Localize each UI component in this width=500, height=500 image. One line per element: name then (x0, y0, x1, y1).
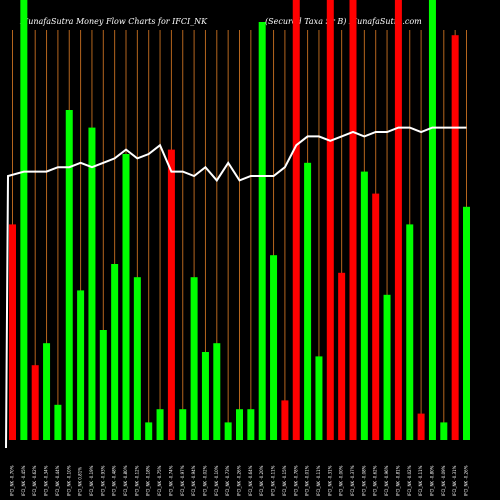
x-axis-label: IFCI_NK -0.20% (259, 465, 264, 496)
x-axis-label: IFCI_NK -0.48% (112, 465, 117, 496)
bar (213, 343, 221, 440)
bar (247, 409, 255, 440)
x-axis-label: IFCI_NK -0.80% (429, 465, 434, 496)
x-axis-label: IFCI_NK -0.02% (202, 465, 207, 496)
x-axis-label: IFCI_NK -0.80% (123, 465, 128, 496)
x-axis-label: IFCI_NK -0.44% (55, 465, 60, 496)
bar (292, 0, 300, 440)
x-axis-label: IFCI_NK -0.26% (464, 465, 469, 496)
bar (54, 404, 62, 440)
money-flow-line (5, 126, 467, 449)
bar (43, 343, 51, 440)
x-axis-label: IFCI_NK -0.15% (282, 465, 287, 496)
bar (428, 0, 436, 440)
x-axis-label: IFCI_NK -0.10% (66, 465, 71, 496)
x-axis-label: IFCI_NK -0.31% (452, 465, 457, 496)
bars (9, 0, 470, 441)
x-axis-label: IFCI_NK -0.78% (293, 465, 298, 496)
bar (77, 290, 85, 440)
x-axis-label: IFCI_NK -0.94% (191, 465, 196, 496)
bar (440, 422, 448, 440)
x-axis-label: IFCI_NK -0.45% (21, 465, 26, 496)
bar (122, 154, 130, 440)
bar (190, 277, 198, 440)
bar (304, 162, 312, 441)
x-axis-label: IFCI_NK -0.75% (157, 465, 162, 496)
bar (258, 22, 266, 440)
bar (383, 294, 391, 440)
x-axis-label: IFCI_NK -0.70% (10, 465, 15, 496)
x-axis-label: IFCI_NK -0.81% (395, 465, 400, 496)
x-axis-label: IFCI_NK -0.96% (384, 465, 389, 496)
x-axis-label: IFCI_NK -0.64% (248, 465, 253, 496)
x-axis-label: IFCI_NK -0.00% (339, 465, 344, 496)
bar (20, 0, 28, 440)
bar (145, 422, 153, 440)
bar (394, 0, 402, 440)
chart-title: MunafaSutra Money Flow Charts for IFCI_N… (19, 17, 208, 26)
bar (463, 206, 470, 440)
bar (236, 409, 243, 440)
x-axis-label: IFCI_NK -0.02% (407, 465, 412, 496)
bar (417, 413, 425, 440)
bar (31, 365, 39, 440)
x-axis-label: IFCI_NK -0.08% (361, 465, 366, 496)
bar (167, 149, 175, 440)
chart-subtitle: (Secured Taxa Sr B) MunafaSutra.com (265, 17, 422, 26)
bar (156, 409, 164, 440)
x-axis-label: IFCI_NK 0.81% (78, 467, 83, 496)
bar (406, 224, 414, 440)
x-axis-label: IFCI_NK -0.62% (373, 465, 378, 496)
x-axis-label: IFCI_NK -0.19% (89, 465, 94, 496)
bar (372, 193, 380, 440)
bar (88, 127, 96, 440)
x-axis-label: IFCI_NK -0.12% (134, 465, 139, 496)
bar (179, 409, 187, 440)
x-axis-label: IFCI_NK -0.01% (305, 465, 310, 496)
bar (451, 35, 459, 440)
bar (338, 272, 346, 440)
x-axis-label: IFCI_NK -0.93% (100, 465, 105, 496)
x-axis-label: IFCI_NK -0.97% (180, 465, 185, 496)
bar (99, 330, 107, 440)
bar (270, 255, 278, 440)
bar (281, 400, 289, 440)
bar (9, 224, 16, 440)
bar (360, 171, 368, 440)
x-axis-label: IFCI_NK -0.11% (271, 465, 276, 496)
bar (349, 0, 357, 440)
bar (315, 356, 323, 440)
x-axis-labels: IFCI_NK -0.70% IFCI_NK -0.45% IFCI_NK -0.6… (10, 465, 469, 496)
x-axis-label: IFCI_NK -0.34% (44, 465, 49, 496)
x-axis-label: IFCI_NK -0.26% (237, 465, 242, 496)
bar (224, 422, 232, 440)
bar (326, 0, 334, 440)
x-axis-label: IFCI_NK -0.73% (225, 465, 230, 496)
x-axis-label: IFCI_NK -0.74% (168, 465, 173, 496)
x-axis-label: IFCI_NK -0.37% (350, 465, 355, 496)
x-axis-label: IFCI_NK -0.11% (418, 465, 423, 496)
x-axis-label: IFCI_NK -0.10% (214, 465, 219, 496)
bar (201, 352, 209, 440)
bar (133, 277, 141, 440)
x-axis-label: IFCI_NK -0.09% (441, 465, 446, 496)
bar (111, 264, 119, 440)
x-axis-label: IFCI_NK -0.62% (32, 465, 37, 496)
x-axis-label: IFCI_NK -0.18% (146, 465, 151, 496)
x-axis-label: IFCI_NK -0.31% (327, 465, 332, 496)
x-axis-label: IFCI_NK -0.11% (316, 465, 321, 496)
bar (65, 110, 73, 440)
